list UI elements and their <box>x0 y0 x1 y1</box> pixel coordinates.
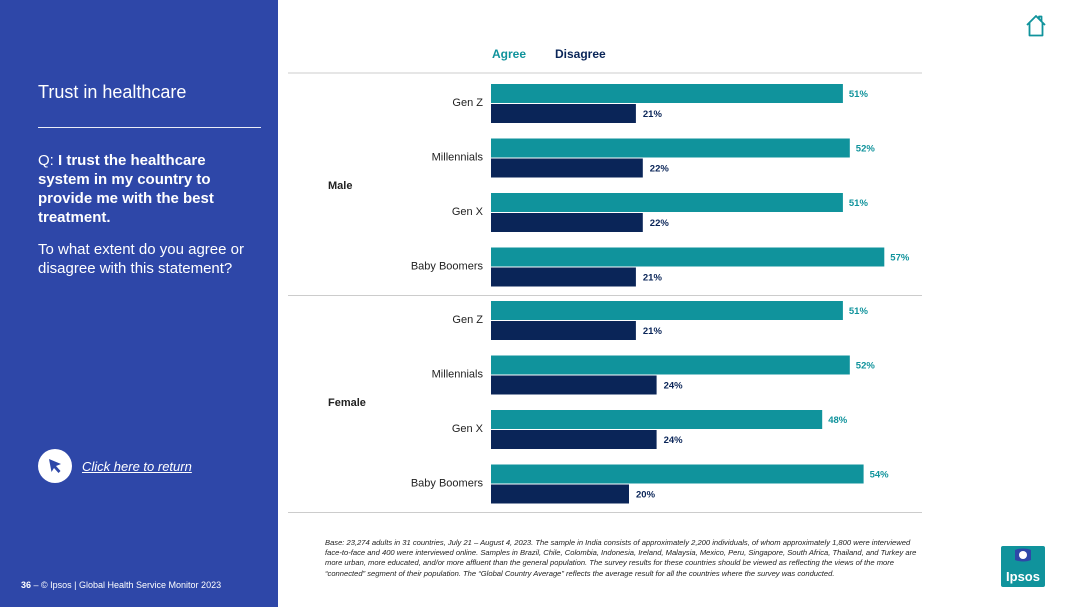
bar-disagree <box>491 375 657 395</box>
group-label: Female <box>328 397 366 409</box>
bar-agree <box>491 464 864 484</box>
base-note: Base: 23,274 adults in 31 countries, Jul… <box>325 538 917 578</box>
data-label-disagree: 21% <box>643 326 663 337</box>
bar-agree <box>491 355 850 375</box>
page-number: 36 <box>21 580 32 590</box>
group-label: Male <box>328 180 352 192</box>
bar-disagree <box>491 158 643 178</box>
cursor-pointer-icon <box>49 459 61 473</box>
footer-copyright: – © Ipsos | Global Health Service Monito… <box>31 580 222 590</box>
bar-agree <box>491 193 843 212</box>
category-label: Baby Boomers <box>411 261 484 273</box>
question-prefix: Q: <box>38 152 59 169</box>
data-label-agree: 52% <box>856 144 876 155</box>
data-label-disagree: 22% <box>650 164 670 175</box>
bar-disagree <box>491 321 636 340</box>
category-label: Baby Boomers <box>411 478 484 490</box>
data-label-agree: 48% <box>828 415 848 426</box>
bar-agree <box>491 301 843 320</box>
title-divider <box>38 127 261 128</box>
home-icon[interactable] <box>1025 14 1047 38</box>
bar-disagree <box>491 104 636 123</box>
category-label: Gen X <box>452 423 484 435</box>
section-title: Trust in healthcare <box>38 82 187 102</box>
data-label-disagree: 20% <box>636 490 656 501</box>
category-label: Gen X <box>452 206 484 218</box>
return-button[interactable] <box>38 449 72 483</box>
ipsos-logo-text: Ipsos <box>1006 569 1040 584</box>
data-label-agree: 51% <box>849 89 869 100</box>
category-label: Millennials <box>432 369 484 381</box>
data-label-agree: 51% <box>849 198 869 209</box>
data-label-agree: 52% <box>856 361 876 372</box>
data-label-disagree: 21% <box>643 273 663 284</box>
return-link[interactable]: Click here to return <box>82 459 192 474</box>
question-statement: I trust the healthcare system in my coun… <box>38 152 214 226</box>
sub-question-text: To what extent do you agree or disagree … <box>38 241 244 277</box>
bar-disagree <box>491 267 636 287</box>
legend-agree: Agree <box>492 47 526 61</box>
legend-disagree: Disagree <box>555 47 606 61</box>
question-text: Q: I trust the healthcare system in my c… <box>38 151 258 227</box>
category-label: Millennials <box>432 152 484 164</box>
bar-disagree <box>491 213 643 232</box>
data-label-agree: 57% <box>890 253 910 264</box>
category-label: Gen Z <box>452 97 483 109</box>
bar-agree <box>491 84 843 103</box>
sidebar-panel: Trust in healthcare Q: I trust the healt… <box>0 0 278 607</box>
footer: 36 – © Ipsos | Global Health Service Mon… <box>21 580 221 590</box>
bar-disagree <box>491 430 657 449</box>
ipsos-logo: Ipsos <box>1001 546 1045 587</box>
data-label-disagree: 24% <box>664 381 684 392</box>
data-label-disagree: 24% <box>664 435 684 446</box>
data-label-disagree: 22% <box>650 218 670 229</box>
bar-agree <box>491 138 850 158</box>
data-label-agree: 51% <box>849 306 869 317</box>
bar-disagree <box>491 484 629 504</box>
data-label-agree: 54% <box>870 470 890 481</box>
data-label-disagree: 21% <box>643 109 663 120</box>
category-label: Gen Z <box>452 314 483 326</box>
bar-agree <box>491 410 823 429</box>
bar-agree <box>491 247 885 267</box>
